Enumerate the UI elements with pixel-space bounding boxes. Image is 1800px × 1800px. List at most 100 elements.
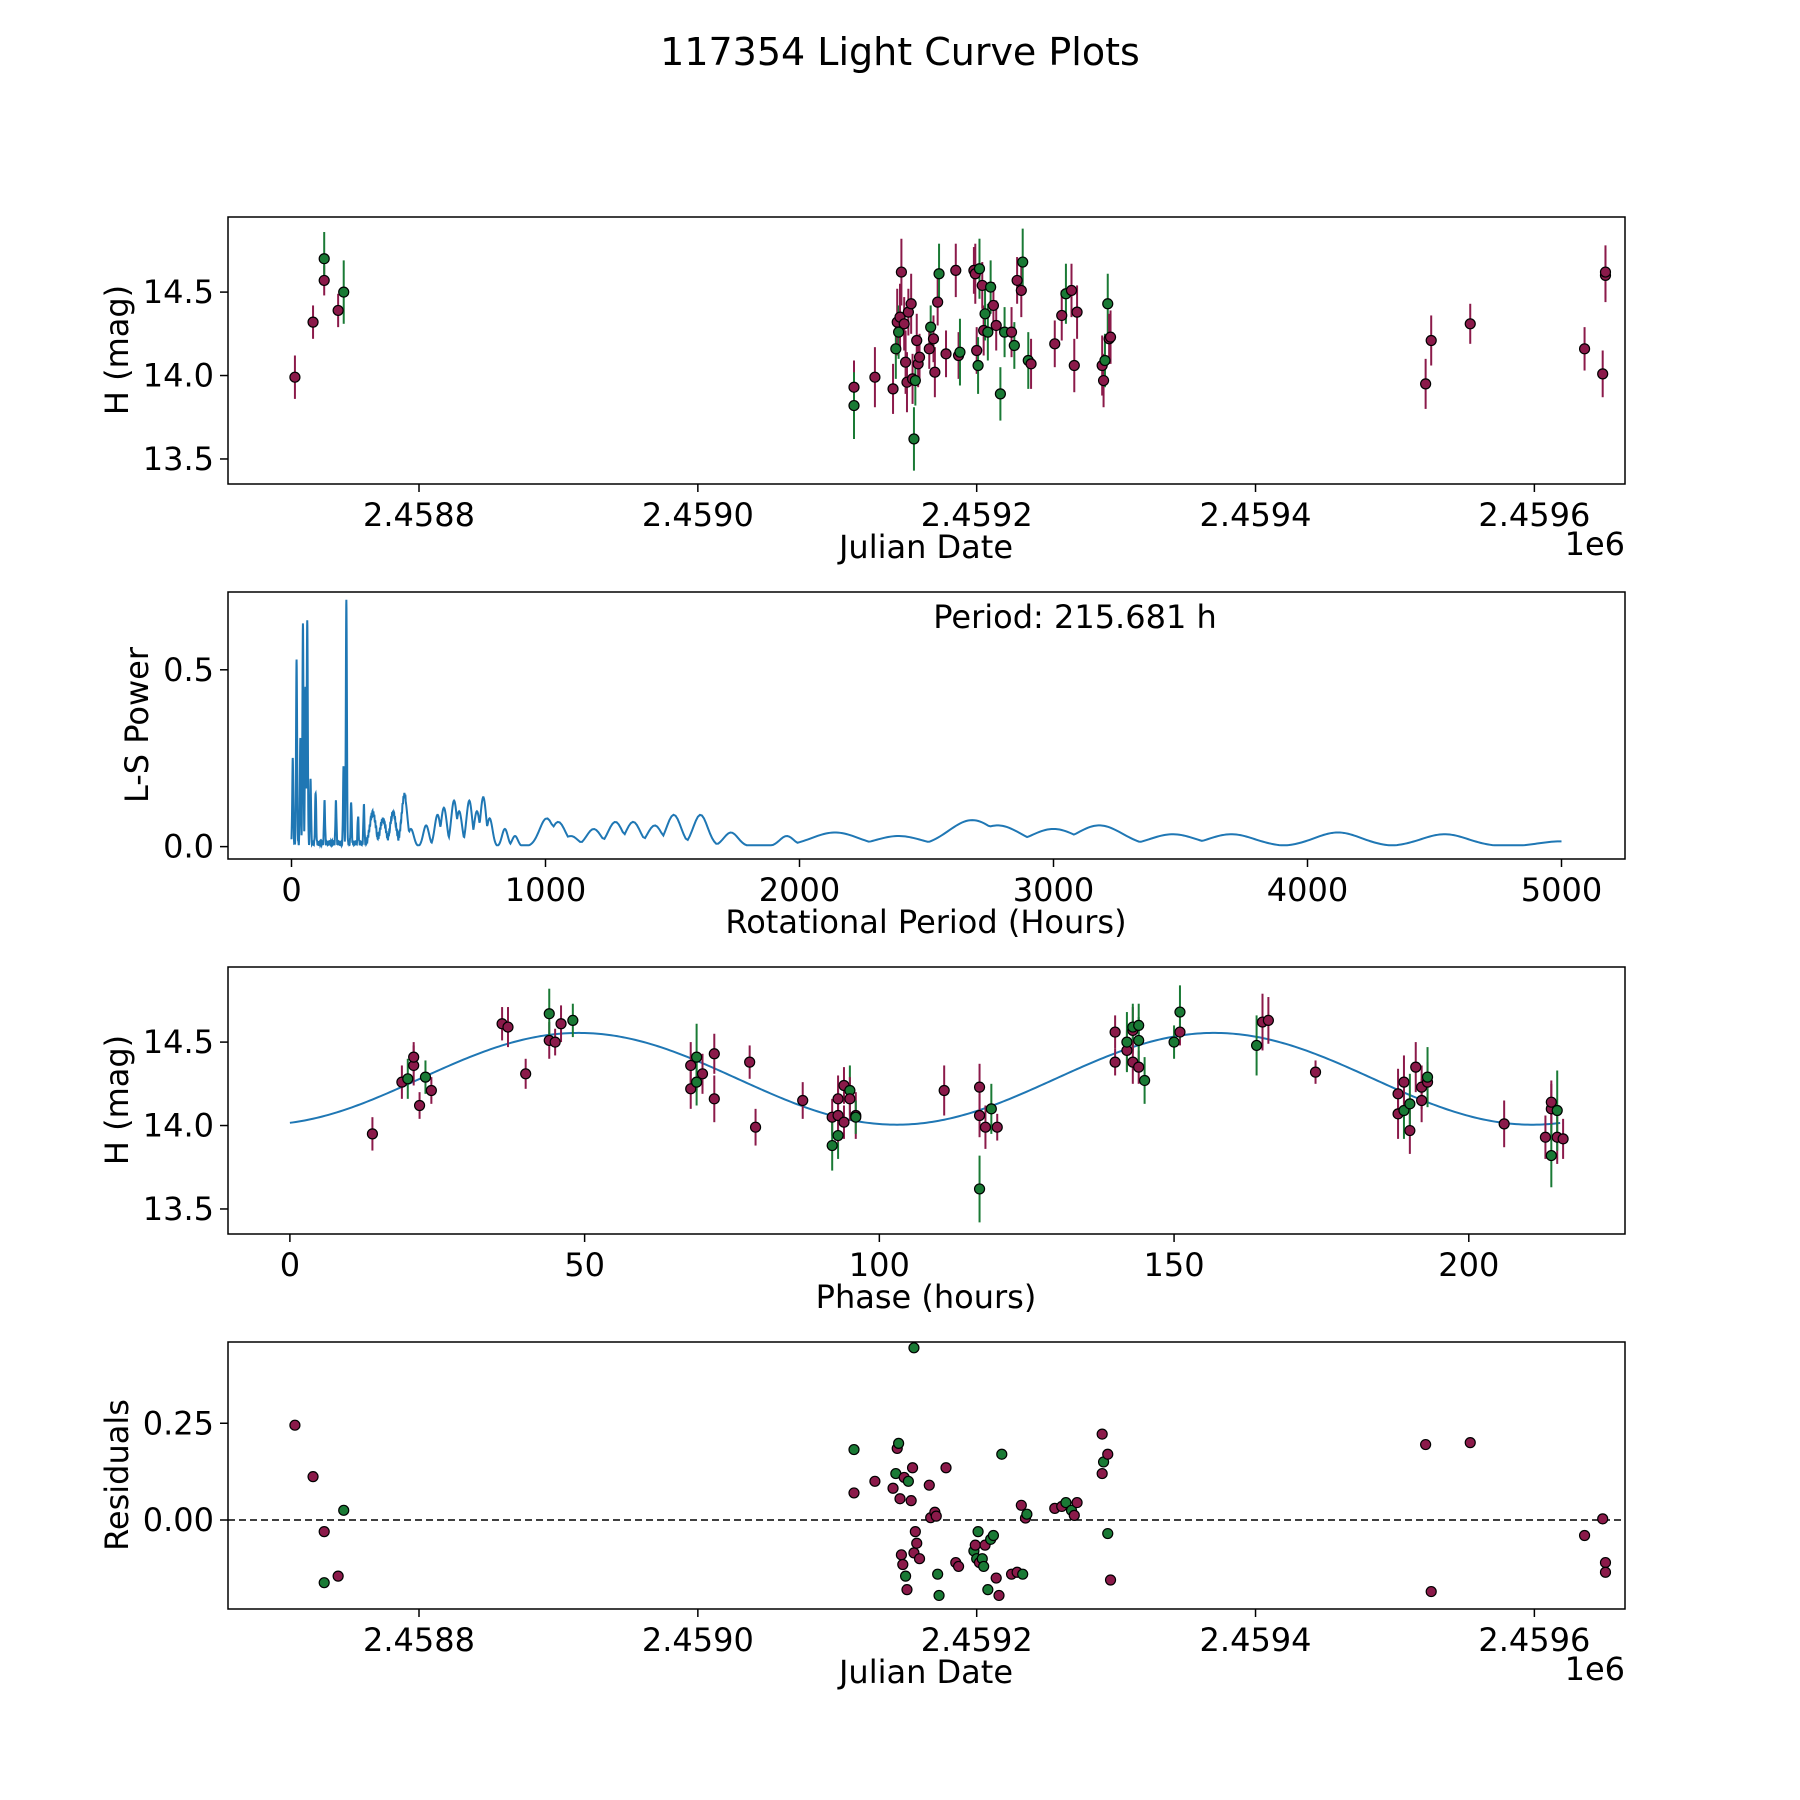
residuals-point — [1021, 1508, 1033, 1520]
phased-ytick-label: 13.5 — [143, 1190, 214, 1228]
lightcurve-xtick-label: 2.4590 — [642, 496, 754, 534]
phased-point — [1392, 1088, 1404, 1100]
lightcurve-point — [1599, 266, 1612, 278]
lightcurve-point — [1071, 306, 1083, 318]
residuals-ytick-label: 0.00 — [143, 1501, 214, 1539]
residuals-point — [1420, 1438, 1432, 1451]
periodogram-xtick-label: 5000 — [1521, 871, 1602, 909]
lightcurve-point — [1578, 343, 1591, 355]
phased-xlabel: Phase (hours) — [816, 1278, 1037, 1316]
phased-point — [1133, 1034, 1145, 1047]
phased-point — [1410, 1061, 1422, 1073]
phased-point — [425, 1084, 437, 1097]
lightcurve-point — [973, 263, 986, 275]
phased-point — [797, 1094, 809, 1107]
residuals-point — [993, 1589, 1005, 1602]
phased-xtick-label: 100 — [849, 1246, 910, 1284]
phased-point — [973, 1109, 986, 1122]
lightcurve-point — [929, 366, 941, 378]
phased-point — [985, 1103, 997, 1115]
lightcurve-xtick-label: 2.4592 — [921, 496, 1033, 534]
phased-point — [1109, 1056, 1121, 1068]
periodogram-xtick-label: 2000 — [759, 871, 840, 909]
phased-point — [1133, 1019, 1145, 1032]
phased-xtick-label: 200 — [1438, 1246, 1499, 1284]
phased-point — [1421, 1071, 1434, 1083]
residuals-point — [895, 1549, 908, 1561]
residuals-point — [987, 1529, 1000, 1542]
lightcurve-point — [1464, 318, 1476, 330]
lightcurve-point — [982, 326, 994, 338]
residuals-point — [897, 1558, 909, 1571]
residuals-point — [332, 1570, 344, 1582]
residuals-point — [913, 1553, 926, 1565]
phased-point — [1133, 1061, 1145, 1073]
phased-point — [502, 1021, 514, 1033]
phased-point — [1416, 1094, 1428, 1107]
phased-point — [1309, 1066, 1322, 1078]
residuals-point — [318, 1577, 330, 1589]
residuals-point — [982, 1584, 994, 1596]
residuals-point — [909, 1526, 921, 1538]
lightcurve-point — [925, 321, 937, 333]
phased-point — [685, 1059, 697, 1072]
lightcurve-point — [332, 304, 344, 317]
lightcurve-point — [318, 274, 330, 287]
lightcurve-point — [1597, 368, 1609, 380]
lightcurve-point — [338, 286, 350, 298]
lightcurve-point — [887, 383, 899, 395]
lightcurve-xtick-label: 2.4596 — [1478, 496, 1590, 534]
lightcurve-point — [909, 374, 921, 387]
residuals-point — [906, 1462, 919, 1474]
phased-point — [1498, 1118, 1510, 1130]
residuals-offset-text: 1e6 — [1565, 1650, 1625, 1688]
residuals-point — [933, 1589, 945, 1602]
residuals-point — [848, 1443, 860, 1456]
periodogram-frame — [227, 591, 1626, 860]
residuals-point — [338, 1504, 350, 1516]
phased-xtick-label: 0 — [280, 1246, 300, 1284]
lightcurve-point — [1425, 334, 1437, 347]
residuals-point — [1096, 1428, 1108, 1440]
residuals-point — [1464, 1437, 1476, 1449]
phased-point — [973, 1081, 986, 1093]
lightcurve-offset-text: 1e6 — [1565, 525, 1625, 563]
lightcurve-point — [1005, 326, 1018, 338]
lightcurve-point — [979, 308, 991, 320]
lightcurve-point — [932, 296, 944, 308]
residuals-point — [1017, 1568, 1029, 1580]
lightcurve-point — [950, 264, 962, 276]
residuals-point — [901, 1584, 913, 1596]
phased-point — [744, 1056, 756, 1068]
lightcurve-point — [1008, 339, 1020, 352]
lightcurve-xlabel: Julian Date — [837, 528, 1013, 566]
phased-point — [832, 1129, 844, 1142]
phased-point — [1174, 1006, 1186, 1018]
residuals-point — [990, 1572, 1002, 1584]
periodogram-ylabel: L-S Power — [118, 646, 156, 803]
residuals-point — [908, 1342, 920, 1354]
residuals-point — [848, 1487, 860, 1499]
phased-point — [555, 1018, 567, 1030]
residuals-panel: 2.4588 2.4590 2.4592 2.4594 2.4596 0.00 0.25 J… — [98, 1341, 1626, 1691]
lightcurve-point — [1017, 256, 1029, 268]
residuals-point — [1102, 1527, 1114, 1540]
lightcurve-point — [1102, 298, 1114, 310]
phased-point — [979, 1121, 992, 1133]
residuals-point — [905, 1495, 917, 1507]
lightcurve-point — [1068, 359, 1080, 372]
residuals-ytick-label: 0.25 — [143, 1404, 214, 1442]
phased-point — [1109, 1026, 1121, 1038]
residuals-point — [1599, 1556, 1612, 1569]
lightcurve-point — [848, 381, 860, 393]
lightcurve-point — [848, 399, 860, 412]
phased-panel: 0 50 100 150 200 13.5 14.0 14.5 Phase (hours) H… — [98, 966, 1626, 1316]
phased-point — [691, 1051, 703, 1063]
residuals-point — [978, 1560, 990, 1573]
lightcurve-point — [1104, 331, 1117, 343]
lightcurve-point — [1049, 338, 1061, 350]
phased-point — [402, 1073, 414, 1085]
lightcurve-point — [1420, 378, 1432, 390]
lightcurve-ytick-label: 14.5 — [143, 273, 214, 311]
phased-point — [1262, 1014, 1274, 1027]
